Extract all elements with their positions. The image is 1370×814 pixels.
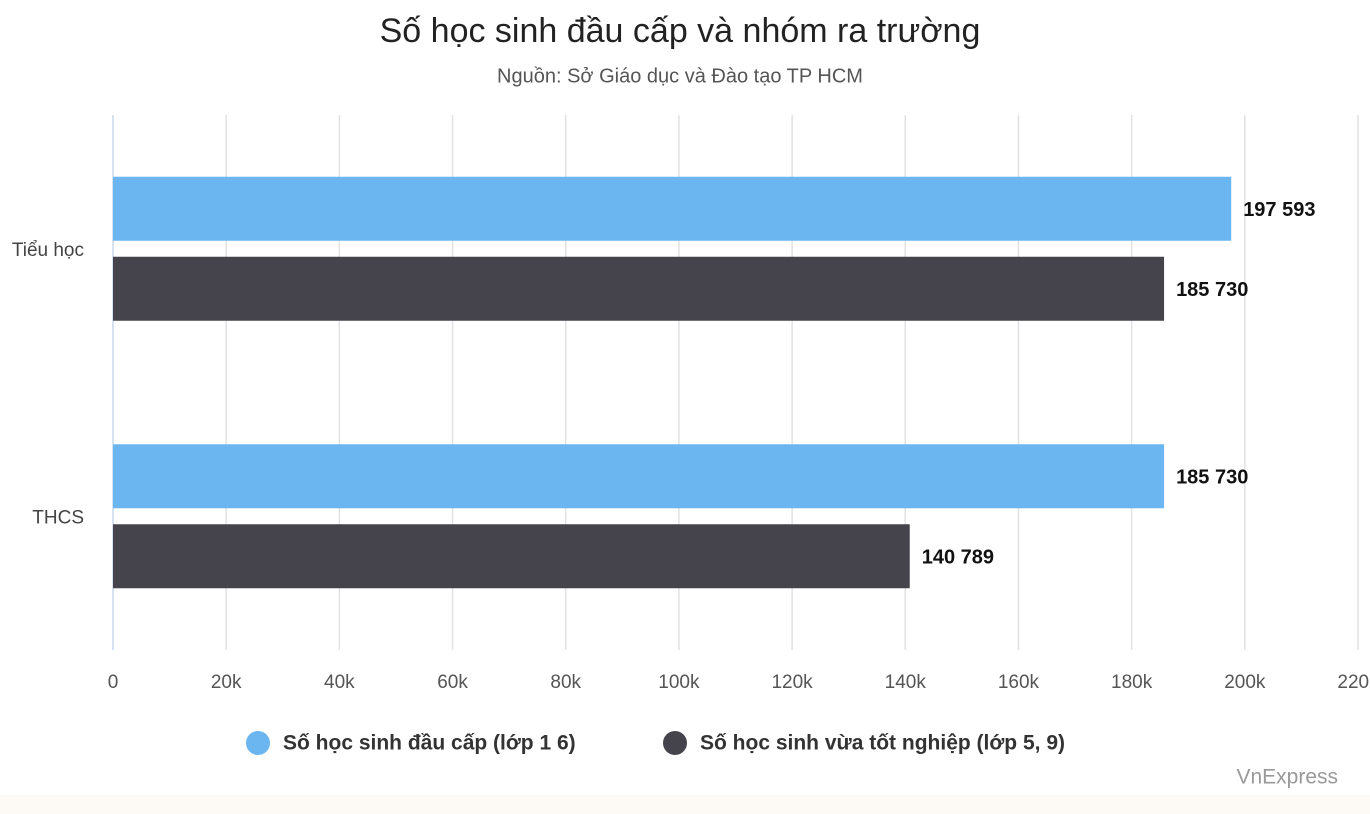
x-tick-label: 220k [1337,672,1370,693]
chart-subtitle: Nguồn: Sở Giáo dục và Đào tạo TP HCM [497,65,863,87]
value-label: 140 789 [922,547,994,569]
x-tick-label: 140k [885,672,927,693]
legend-label: Số học sinh đầu cấp (lớp 1 6) [283,732,576,755]
bar [113,256,1165,321]
x-tick-label: 200k [1224,672,1266,693]
bar [113,444,1165,509]
legend-marker [246,731,270,755]
legend-label: Số học sinh vừa tốt nghiệp (lớp 5, 9) [700,732,1065,755]
credit: VnExpress [1236,766,1338,789]
value-label: 185 730 [1176,467,1248,489]
x-tick-label: 20k [211,672,242,693]
x-tick-label: 80k [550,672,581,693]
chart-title: Số học sinh đầu cấp và nhóm ra trường [380,12,981,50]
x-tick-label: 120k [771,672,813,693]
x-tick-label: 0 [108,672,119,693]
bar [113,176,1232,241]
x-tick-label: 100k [658,672,700,693]
x-tick-label: 160k [998,672,1040,693]
x-tick-label: 40k [324,672,355,693]
bar [113,524,910,589]
x-tick-label: 180k [1111,672,1153,693]
footer-band [0,795,1370,814]
value-label: 197 593 [1243,199,1315,221]
legend-marker [663,731,687,755]
y-tick-label: Tiểu học [12,240,84,261]
value-label: 185 730 [1176,279,1248,301]
y-tick-label: THCS [32,507,84,528]
x-tick-label: 60k [437,672,468,693]
